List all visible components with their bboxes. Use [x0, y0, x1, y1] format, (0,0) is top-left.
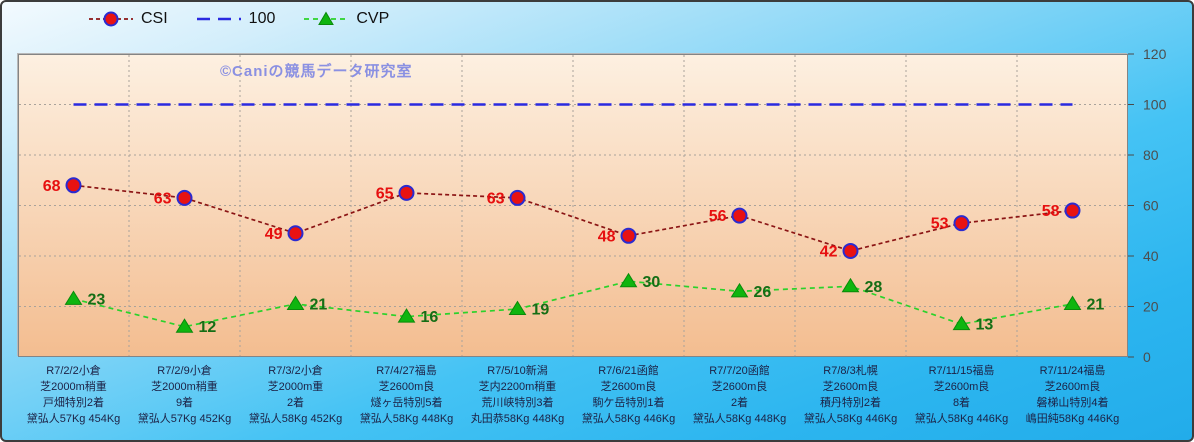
- x-axis-label-line: 丸田恭58Kg 448Kg: [470, 413, 565, 425]
- x-axis-label-line: R7/2/2小倉: [46, 365, 101, 377]
- x-axis-label-line: 黛弘人58Kg 446Kg: [914, 413, 1009, 425]
- x-axis-label-line: 芝2600m良: [600, 381, 657, 393]
- x-axis-label-line: 荒川峡特別3着: [481, 397, 554, 409]
- x-axis-label-2: R7/2/9小倉 芝2000m稍重 9着黛弘人57Kg 452Kg: [129, 363, 240, 427]
- legend-swatch-CSI-icon: [89, 11, 133, 27]
- x-axis-label-line: R7/5/10新潟: [487, 365, 548, 377]
- x-axis-label-line: 芝2000m稍重: [40, 381, 107, 393]
- y-axis-label: 60: [1143, 198, 1159, 214]
- legend-marker-CVP: [318, 11, 335, 25]
- x-axis-label-line: 8着: [952, 397, 971, 409]
- plot-area: [18, 54, 1128, 357]
- legend-item-CSI: CSI: [88, 10, 168, 28]
- x-axis-label-line: 芝2000m重: [267, 381, 324, 393]
- x-axis-label-7: R7/7/20函館 芝2600m良 2着黛弘人58Kg 448Kg: [684, 363, 795, 427]
- x-axis-label-line: 燧ヶ岳特別5着: [370, 397, 443, 409]
- legend-label-CVP: CVP: [356, 10, 390, 27]
- y-axis-label: 120: [1143, 46, 1167, 62]
- y-axis-label: 40: [1143, 248, 1159, 264]
- x-axis-label-line: R7/3/2小倉: [268, 365, 323, 377]
- legend: CSI 100 CVP: [88, 10, 389, 28]
- legend-swatch-100-icon: [196, 17, 241, 21]
- x-axis-label-3: R7/3/2小倉 芝2000m重 2着黛弘人58Kg 452Kg: [240, 363, 351, 427]
- y-axis-label: 0: [1143, 349, 1151, 365]
- x-axis-label-line: 黛弘人57Kg 452Kg: [137, 413, 232, 425]
- x-axis-labels: R7/2/2小倉 芝2000m稍重 戸畑特別2着 黛弘人57Kg 454Kg R7/2/…: [18, 363, 1128, 427]
- x-axis-label-line: R7/7/20函館: [709, 365, 770, 377]
- x-axis-label-line: 黛弘人58Kg 446Kg: [581, 413, 676, 425]
- legend-item-100: 100: [196, 10, 276, 28]
- x-axis-label-10: R7/11/24福島 芝2600m良 磐梯山特別4着 嶋田純58Kg 446Kg: [1017, 363, 1128, 427]
- x-axis-label-4: R7/4/27福島 芝2600m良 燧ヶ岳特別5着 黛弘人58Kg 448Kg: [351, 363, 462, 427]
- legend-item-CVP: CVP: [303, 10, 389, 28]
- x-axis-label-line: R7/11/24福島: [1039, 365, 1106, 377]
- x-axis-label-line: 芝2600m良: [378, 381, 435, 393]
- x-axis-label-1: R7/2/2小倉 芝2000m稍重 戸畑特別2着黛弘人57Kg 454Kg: [18, 363, 129, 427]
- y-axis-label: 100: [1143, 97, 1167, 113]
- legend-label-CSI: CSI: [141, 10, 168, 27]
- x-axis-label-line: 磐梯山特別4着: [1036, 397, 1109, 409]
- x-axis-label-5: R7/5/10新潟 芝内2200m稍重 荒川峡特別3着 丸田恭58Kg 448Kg: [462, 363, 573, 427]
- x-axis-label-line: 黛弘人58Kg 448Kg: [692, 413, 787, 425]
- x-axis-label-9: R7/11/15福島 芝2600m良 8着黛弘人58Kg 446Kg: [906, 363, 1017, 427]
- legend-swatch-CVP-icon: [304, 11, 349, 25]
- x-axis-label-line: 9着: [175, 397, 194, 409]
- x-axis-label-line: 嶋田純58Kg 446Kg: [1025, 413, 1120, 425]
- y-axis-label: 80: [1143, 147, 1159, 163]
- x-axis-label-line: R7/6/21函館: [598, 365, 659, 377]
- x-axis-label-8: R7/8/3札幌 芝2600m良 積丹特別2着黛弘人58Kg 446Kg: [795, 363, 906, 427]
- legend-label-100: 100: [248, 10, 276, 27]
- x-axis-label-line: 黛弘人58Kg 452Kg: [248, 413, 343, 425]
- x-axis-label-line: 2着: [730, 397, 749, 409]
- x-axis-label-line: 芝2600m良: [822, 381, 879, 393]
- x-axis-label-6: R7/6/21函館 芝2600m良 駒ケ岳特別1着 黛弘人58Kg 446Kg: [573, 363, 684, 427]
- x-axis-label-line: 積丹特別2着: [819, 397, 882, 409]
- x-axis-label-line: R7/11/15福島: [928, 365, 995, 377]
- x-axis-label-line: 2着: [286, 397, 305, 409]
- x-axis-label-line: 黛弘人58Kg 448Kg: [359, 413, 454, 425]
- x-axis-label-line: 芝2600m良: [1044, 381, 1101, 393]
- x-axis-label-line: 駒ケ岳特別1着: [592, 397, 665, 409]
- y-axis-label: 20: [1143, 299, 1159, 315]
- x-axis-label-line: 黛弘人58Kg 446Kg: [803, 413, 898, 425]
- x-axis-label-line: 戸畑特別2着: [42, 397, 105, 409]
- legend-marker-CSI: [103, 11, 119, 27]
- x-axis-label-line: 芝内2200m稍重: [478, 381, 557, 393]
- x-axis-label-line: R7/4/27福島: [376, 365, 437, 377]
- x-axis-label-line: 芝2000m稍重: [151, 381, 218, 393]
- watermark-text: ©Caniの競馬データ研究室: [220, 63, 413, 80]
- x-axis-label-line: 黛弘人57Kg 454Kg: [26, 413, 121, 425]
- x-axis-label-line: R7/2/9小倉: [157, 365, 212, 377]
- x-axis-label-line: R7/8/3札幌: [823, 365, 878, 377]
- x-axis-label-line: 芝2600m良: [711, 381, 768, 393]
- x-axis-label-line: 芝2600m良: [933, 381, 990, 393]
